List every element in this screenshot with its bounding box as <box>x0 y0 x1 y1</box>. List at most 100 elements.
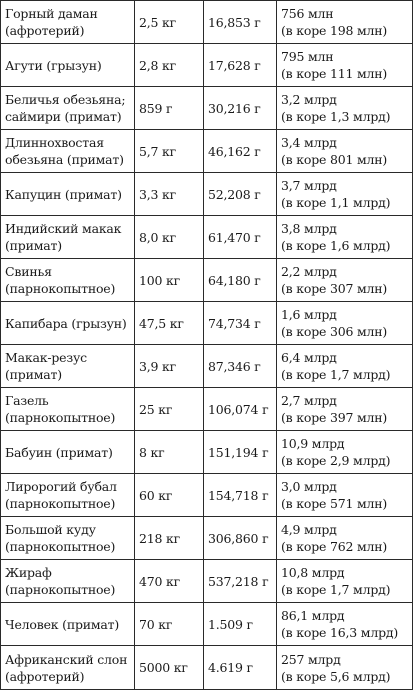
animal-name-cell: Индийский макак (примат) <box>0 215 135 259</box>
animal-name: Макак-резус <box>5 350 87 365</box>
animal-group: (парнокопытное) <box>5 496 116 511</box>
neuron-cortex: (в коре 1,6 млрд) <box>281 238 391 253</box>
neuron-count-cell: 2,7 млрд (в коре 397 млн) <box>276 387 413 431</box>
animal-name: Индийский макак <box>5 221 122 236</box>
animal-group: (парнокопытное) <box>5 410 116 425</box>
animal-name-cell: Человек (примат) <box>0 602 135 646</box>
neuron-count-cell: 2,2 млрд (в коре 307 млн) <box>276 258 413 302</box>
animal-group: (афротерий) <box>5 23 85 38</box>
animal-name: Свинья <box>5 264 52 279</box>
animal-group: (примат) <box>5 238 62 253</box>
animal-name: Африканский слон <box>5 651 128 667</box>
neuron-total: 3,7 млрд <box>281 178 337 193</box>
animal-name-cell: Капибара (грызун) <box>0 301 135 345</box>
neuron-total: 4,9 млрд <box>281 522 337 537</box>
table-row: Длиннохвостая обезьяна (примат) 5,7 кг 46… <box>0 129 413 173</box>
animal-group: (парнокопытное) <box>5 539 116 554</box>
table-row: Человек (примат) 70 кг 1.509 г 86,1 млрд… <box>0 602 413 646</box>
animal-name: Жираф <box>5 565 52 580</box>
neuron-cortex: (в коре 1,1 млрд) <box>281 195 391 210</box>
body-mass-cell: 47,5 кг <box>134 301 204 345</box>
brain-mass-cell: 30,216 г <box>203 86 277 130</box>
table-row: Индийский макак (примат) 8,0 кг 61,470 г … <box>0 215 413 259</box>
body-mass-cell: 2,5 кг <box>134 0 204 44</box>
neuron-total: 3,2 млрд <box>281 92 337 107</box>
neuron-cortex: (в коре 2,9 млрд) <box>281 453 391 468</box>
neuron-count-cell: 4,9 млрд (в коре 762 млн) <box>276 516 413 560</box>
brain-mass-cell: 537,218 г <box>203 559 277 603</box>
brain-mass-cell: 16,853 г <box>203 0 277 44</box>
table-row: Горный даман (афротерий) 2,5 кг 16,853 г … <box>0 0 413 44</box>
neuron-total: 10,8 млрд <box>281 565 345 580</box>
brain-mass-cell: 1.509 г <box>203 602 277 646</box>
neuron-count-cell: 6,4 млрд (в коре 1,7 млрд) <box>276 344 413 388</box>
body-mass-cell: 5000 кг <box>134 645 204 690</box>
table-row: Бабуин (примат) 8 кг 151,194 г 10,9 млрд… <box>0 430 413 474</box>
animal-name: Бабуин (примат) <box>5 444 113 460</box>
animal-name-cell: Капуцин (примат) <box>0 172 135 216</box>
body-mass-cell: 100 кг <box>134 258 204 302</box>
neuron-cortex: (в коре 397 млн) <box>281 410 388 425</box>
animal-name: Длиннохвостая <box>5 135 104 150</box>
table-row: Агути (грызун) 2,8 кг 17,628 г 795 млн (в… <box>0 43 413 87</box>
animal-name: Беличья обезьяна; <box>5 92 126 107</box>
animal-name-cell: Большой куду (парнокопытное) <box>0 516 135 560</box>
animal-name-cell: Жираф (парнокопытное) <box>0 559 135 603</box>
body-mass-cell: 25 кг <box>134 387 204 431</box>
neuron-total: 257 млрд <box>281 651 341 667</box>
brain-mass-cell: 306,860 г <box>203 516 277 560</box>
table-row: Лиророгий бубал (парнокопытное) 60 кг 154… <box>0 473 413 517</box>
animal-name-cell: Газель (парнокопытное) <box>0 387 135 431</box>
body-mass-cell: 70 кг <box>134 602 204 646</box>
animal-name-cell: Свинья (парнокопытное) <box>0 258 135 302</box>
neuron-count-cell: 3,8 млрд (в коре 1,6 млрд) <box>276 215 413 259</box>
body-mass-cell: 3,3 кг <box>134 172 204 216</box>
neuron-total: 6,4 млрд <box>281 350 337 365</box>
brain-mass-cell: 106,074 г <box>203 387 277 431</box>
neuron-count-cell: 756 млн (в коре 198 млн) <box>276 0 413 44</box>
animal-name: Горный даман <box>5 6 98 21</box>
table-row: Большой куду (парнокопытное) 218 кг 306,8… <box>0 516 413 560</box>
neuron-count-cell: 1,6 млрд (в коре 306 млн) <box>276 301 413 345</box>
table-row: Капибара (грызун) 47,5 кг 74,734 г 1,6 м… <box>0 301 413 345</box>
animal-name: Капуцин (примат) <box>5 186 122 202</box>
brain-mass-cell: 64,180 г <box>203 258 277 302</box>
neuron-total: 2,2 млрд <box>281 264 337 279</box>
body-mass-cell: 218 кг <box>134 516 204 560</box>
body-mass-cell: 470 кг <box>134 559 204 603</box>
neuron-count-cell: 86,1 млрд (в коре 16,3 млрд) <box>276 602 413 646</box>
neuron-cortex: (в коре 762 млн) <box>281 539 388 554</box>
neuron-total: 1,6 млрд <box>281 307 337 322</box>
animal-name-cell: Африканский слон (афротерий) <box>0 645 135 690</box>
neuron-cortex: (в коре 1,3 млрд) <box>281 109 391 124</box>
brain-mass-cell: 154,718 г <box>203 473 277 517</box>
body-mass-cell: 859 г <box>134 86 204 130</box>
neuron-total: 3,8 млрд <box>281 221 337 236</box>
animal-name-cell: Макак-резус (примат) <box>0 344 135 388</box>
neuron-count-cell: 257 млрд (в коре 5,6 млрд) <box>276 645 413 690</box>
animal-group: (афротерий) <box>5 668 85 684</box>
animal-name: Капибара (грызун) <box>5 315 127 331</box>
brain-mass-cell: 87,346 г <box>203 344 277 388</box>
body-mass-cell: 60 кг <box>134 473 204 517</box>
neuron-total: 86,1 млрд <box>281 608 345 623</box>
body-mass-cell: 3,9 кг <box>134 344 204 388</box>
animal-name-cell: Беличья обезьяна; саймири (примат) <box>0 86 135 130</box>
neuron-total: 3,0 млрд <box>281 479 337 494</box>
body-mass-cell: 8 кг <box>134 430 204 474</box>
table-row: Жираф (парнокопытное) 470 кг 537,218 г 10… <box>0 559 413 603</box>
neuron-cortex: (в коре 306 млн) <box>281 324 388 339</box>
animal-group: саймири (примат) <box>5 109 122 124</box>
animal-name: Газель <box>5 393 49 408</box>
animal-group: (примат) <box>5 367 62 382</box>
brain-mass-cell: 17,628 г <box>203 43 277 87</box>
neuron-count-cell: 10,8 млрд (в коре 1,7 млрд) <box>276 559 413 603</box>
brain-mass-cell: 52,208 г <box>203 172 277 216</box>
neuron-total: 10,9 млрд <box>281 436 345 451</box>
brain-mass-cell: 74,734 г <box>203 301 277 345</box>
animal-name-cell: Бабуин (примат) <box>0 430 135 474</box>
neuron-total: 756 млн <box>281 6 334 21</box>
animal-name: Человек (примат) <box>5 616 120 632</box>
table-row: Макак-резус (примат) 3,9 кг 87,346 г 6,4 … <box>0 344 413 388</box>
